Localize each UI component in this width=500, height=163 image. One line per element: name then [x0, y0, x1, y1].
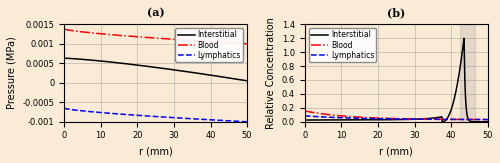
Y-axis label: Pressure (MPa): Pressure (MPa) — [7, 37, 17, 109]
Interstitial — [311, 119, 317, 121]
Interstitial — [108, 61, 114, 63]
Interstitial — [480, 121, 486, 123]
Blood — [169, 38, 175, 40]
Blood — [61, 28, 67, 30]
Blood — [244, 43, 250, 45]
Lymphatics — [184, 117, 190, 119]
Interstitial — [485, 121, 491, 123]
Interstitial — [199, 73, 205, 75]
Line: Blood: Blood — [64, 29, 247, 44]
Blood — [184, 39, 190, 41]
Interstitial — [184, 71, 190, 73]
Y-axis label: Relative Concentration: Relative Concentration — [266, 17, 276, 129]
Line: Blood: Blood — [305, 111, 488, 119]
Legend: Interstitial, Blood, Lymphatics: Interstitial, Blood, Lymphatics — [308, 28, 376, 62]
Blood — [480, 119, 486, 120]
Blood — [480, 119, 486, 120]
Blood — [199, 40, 205, 42]
Interstitial — [302, 119, 308, 121]
Lymphatics — [169, 117, 175, 119]
Blood — [386, 117, 392, 119]
Blood — [446, 118, 452, 120]
Line: Interstitial: Interstitial — [64, 58, 247, 81]
Interstitial — [461, 37, 467, 39]
Interstitial — [244, 80, 250, 82]
Interstitial — [480, 121, 486, 123]
Interstitial — [169, 69, 175, 71]
Bar — [460, 24, 475, 122]
Interstitial — [144, 65, 150, 67]
Blood — [94, 32, 100, 34]
Lymphatics — [94, 111, 100, 113]
X-axis label: r (mm): r (mm) — [380, 146, 413, 156]
X-axis label: r (mm): r (mm) — [138, 146, 172, 156]
Lymphatics — [144, 115, 150, 117]
Blood — [144, 37, 150, 38]
Interstitial — [391, 119, 397, 121]
Lymphatics — [391, 118, 397, 120]
Lymphatics — [386, 118, 392, 120]
Lymphatics — [199, 118, 205, 120]
Line: Interstitial: Interstitial — [305, 38, 488, 122]
Line: Lymphatics: Lymphatics — [305, 116, 488, 119]
Blood — [108, 34, 114, 36]
Lymphatics — [480, 119, 486, 120]
Blood — [311, 112, 317, 114]
Title: (b): (b) — [387, 7, 406, 18]
Interstitial — [446, 114, 452, 116]
Lymphatics — [108, 112, 114, 114]
Lymphatics — [302, 115, 308, 117]
Lymphatics — [61, 107, 67, 109]
Interstitial — [386, 119, 392, 121]
Lymphatics — [485, 119, 491, 120]
Lymphatics — [480, 119, 486, 120]
Lymphatics — [311, 115, 317, 117]
Blood — [391, 118, 397, 119]
Blood — [302, 110, 308, 112]
Legend: Interstitial, Blood, Lymphatics: Interstitial, Blood, Lymphatics — [176, 28, 244, 62]
Lymphatics — [446, 119, 452, 120]
Interstitial — [94, 60, 100, 62]
Interstitial — [61, 57, 67, 59]
Lymphatics — [244, 121, 250, 123]
Blood — [485, 119, 491, 120]
Title: (a): (a) — [147, 7, 164, 18]
Line: Lymphatics: Lymphatics — [64, 108, 247, 122]
